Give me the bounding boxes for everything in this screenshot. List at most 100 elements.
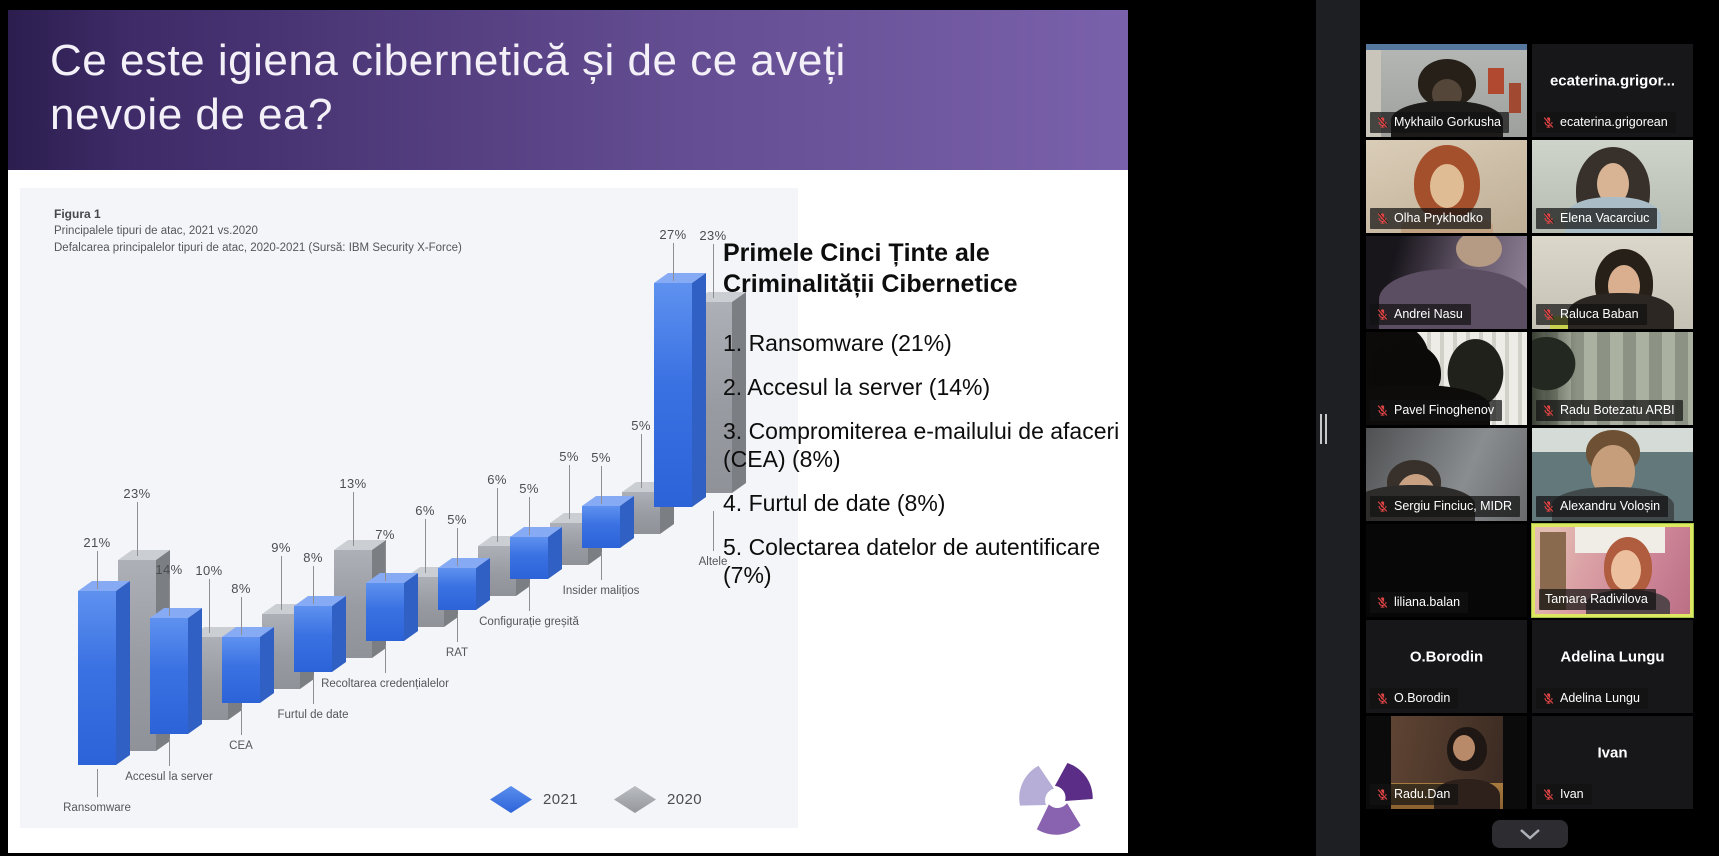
- leader-line: [673, 243, 674, 281]
- figure-panel: Figura 1 Principalele tipuri de atac, 20…: [20, 188, 798, 828]
- muted-mic-icon: [1543, 692, 1554, 704]
- bar-2021-8: [654, 273, 706, 507]
- participant-tile[interactable]: Radu.Dan: [1366, 716, 1527, 809]
- bar-2021-2: [222, 627, 274, 703]
- muted-mic-icon: [1377, 116, 1388, 128]
- gallery-scroll-down-button[interactable]: [1492, 820, 1568, 848]
- participant-center-name: O.Borodin: [1409, 648, 1484, 666]
- participant-name: Alexandru Voloșin: [1560, 499, 1661, 513]
- muted-mic-icon: [1377, 308, 1388, 320]
- leader-line: [137, 502, 138, 556]
- panel-divider: [1316, 0, 1360, 856]
- participant-tile[interactable]: Elena Vacarciuc: [1532, 140, 1693, 233]
- participant-nameplate: Olha Prykhodko: [1370, 208, 1491, 229]
- participant-tile[interactable]: Raluca Baban: [1532, 236, 1693, 329]
- leader-line: [425, 519, 426, 573]
- video-silhouette: [1455, 236, 1502, 268]
- participant-nameplate: Elena Vacarciuc: [1536, 208, 1658, 229]
- participant-name: Raluca Baban: [1560, 307, 1639, 321]
- category-label: CEA: [229, 740, 253, 752]
- chart-canvas: 21% 23% Ransomware 14% 10% Accesul la server 8…: [20, 188, 798, 828]
- value-label: 7%: [375, 527, 395, 542]
- participant-tile[interactable]: Tamara Radivilova: [1532, 524, 1693, 617]
- participant-name: ecaterina.grigorean: [1560, 115, 1668, 129]
- muted-mic-icon: [1543, 212, 1554, 224]
- participant-tile[interactable]: Ivan Ivan: [1532, 716, 1693, 809]
- legend-swatch-icon: [490, 786, 532, 813]
- legend-item: 2020: [613, 786, 702, 813]
- participant-tile[interactable]: liliana.balan: [1366, 524, 1527, 617]
- slide-text-panel: Primele Cinci Ținte ale Criminalității C…: [723, 238, 1125, 605]
- leader-line: [529, 583, 530, 611]
- participant-tile[interactable]: O.Borodin O.Borodin: [1366, 620, 1527, 713]
- muted-mic-icon: [1377, 404, 1388, 416]
- value-label: 5%: [591, 450, 611, 465]
- participant-tile[interactable]: Mykhailo Gorkusha: [1366, 44, 1527, 137]
- participant-center-name: Adelina Lungu: [1560, 648, 1665, 666]
- participant-name: Olha Prykhodko: [1394, 211, 1483, 225]
- participant-name: Ivan: [1560, 787, 1584, 801]
- figure-caption-label: Figura 1: [54, 207, 101, 221]
- muted-mic-icon: [1543, 788, 1554, 800]
- participant-tile[interactable]: Alexandru Voloșin: [1532, 428, 1693, 521]
- slide-title-line1: Ce este igiena cibernetică și de ce aveț…: [50, 36, 846, 85]
- gallery-resize-handle[interactable]: [1320, 414, 1332, 444]
- participant-nameplate: Raluca Baban: [1536, 304, 1647, 325]
- leader-line: [313, 566, 314, 604]
- value-label: 5%: [519, 481, 539, 496]
- value-label: 8%: [231, 581, 251, 596]
- list-item: 5. Colectarea datelor de autentificare (…: [723, 534, 1101, 589]
- participant-name: Tamara Radivilova: [1545, 592, 1648, 606]
- participant-tile[interactable]: Olha Prykhodko: [1366, 140, 1527, 233]
- participant-center-name: ecaterina.grigor...: [1549, 72, 1676, 90]
- legend-item: 2021: [490, 786, 578, 813]
- leader-line: [601, 552, 602, 580]
- category-label: Configurație greșită: [479, 616, 579, 628]
- value-label: 13%: [339, 476, 367, 491]
- participant-nameplate: O.Borodin: [1370, 688, 1459, 709]
- participant-nameplate: Pavel Finoghenov: [1370, 400, 1503, 421]
- value-label: 23%: [123, 486, 151, 501]
- participant-video: [1366, 236, 1527, 329]
- shared-screen-area: Ce este igiena cibernetică și de ce aveț…: [8, 10, 1128, 853]
- list-item: 1. Ransomware (21%): [723, 330, 952, 356]
- bar-2021-3: [294, 596, 346, 672]
- category-label: Accesul la server: [125, 771, 213, 783]
- participant-name: Pavel Finoghenov: [1394, 403, 1495, 417]
- bar-2021-7: [582, 496, 634, 548]
- participant-tile[interactable]: ecaterina.grigor... ecaterina.grigorean: [1532, 44, 1693, 137]
- leader-line: [457, 614, 458, 642]
- participant-tile[interactable]: Sergiu Finciuc, MIDR: [1366, 428, 1527, 521]
- leader-line: [353, 492, 354, 546]
- participant-nameplate: Mykhailo Gorkusha: [1370, 112, 1509, 133]
- leader-line: [281, 556, 282, 610]
- participant-tile[interactable]: Andrei Nasu: [1366, 236, 1527, 329]
- participant-nameplate: Adelina Lungu: [1536, 688, 1648, 709]
- muted-mic-icon: [1543, 404, 1554, 416]
- leader-line: [497, 488, 498, 542]
- value-label: 5%: [631, 418, 651, 433]
- category-label: Furtul de date: [277, 709, 349, 721]
- leader-line: [641, 434, 642, 488]
- leader-line: [713, 244, 714, 298]
- bar-2021-6: [510, 527, 562, 579]
- participant-nameplate: Radu.Dan: [1370, 784, 1459, 805]
- participant-tile[interactable]: Adelina Lungu Adelina Lungu: [1532, 620, 1693, 713]
- leader-line: [385, 543, 386, 581]
- category-label: Recoltarea credențialelor: [321, 678, 449, 690]
- top-five-heading: Primele Cinci Ținte ale Criminalității C…: [723, 239, 1018, 298]
- leader-line: [713, 511, 714, 551]
- leader-line: [169, 578, 170, 616]
- leader-line: [313, 676, 314, 704]
- figure-caption: Figura 1 Principalele tipuri de atac, 20…: [54, 206, 462, 257]
- participant-tile[interactable]: Pavel Finoghenov: [1366, 332, 1527, 425]
- muted-mic-icon: [1377, 212, 1388, 224]
- leader-line: [209, 579, 210, 633]
- presentation-slide: Ce este igiena cibernetică și de ce aveț…: [8, 10, 1128, 853]
- participant-nameplate: Radu Botezatu ARBI: [1536, 400, 1683, 421]
- value-label: 21%: [83, 535, 111, 550]
- participant-name: O.Borodin: [1394, 691, 1451, 705]
- muted-mic-icon: [1543, 116, 1554, 128]
- participant-tile[interactable]: Radu Botezatu ARBI: [1532, 332, 1693, 425]
- muted-mic-icon: [1543, 308, 1554, 320]
